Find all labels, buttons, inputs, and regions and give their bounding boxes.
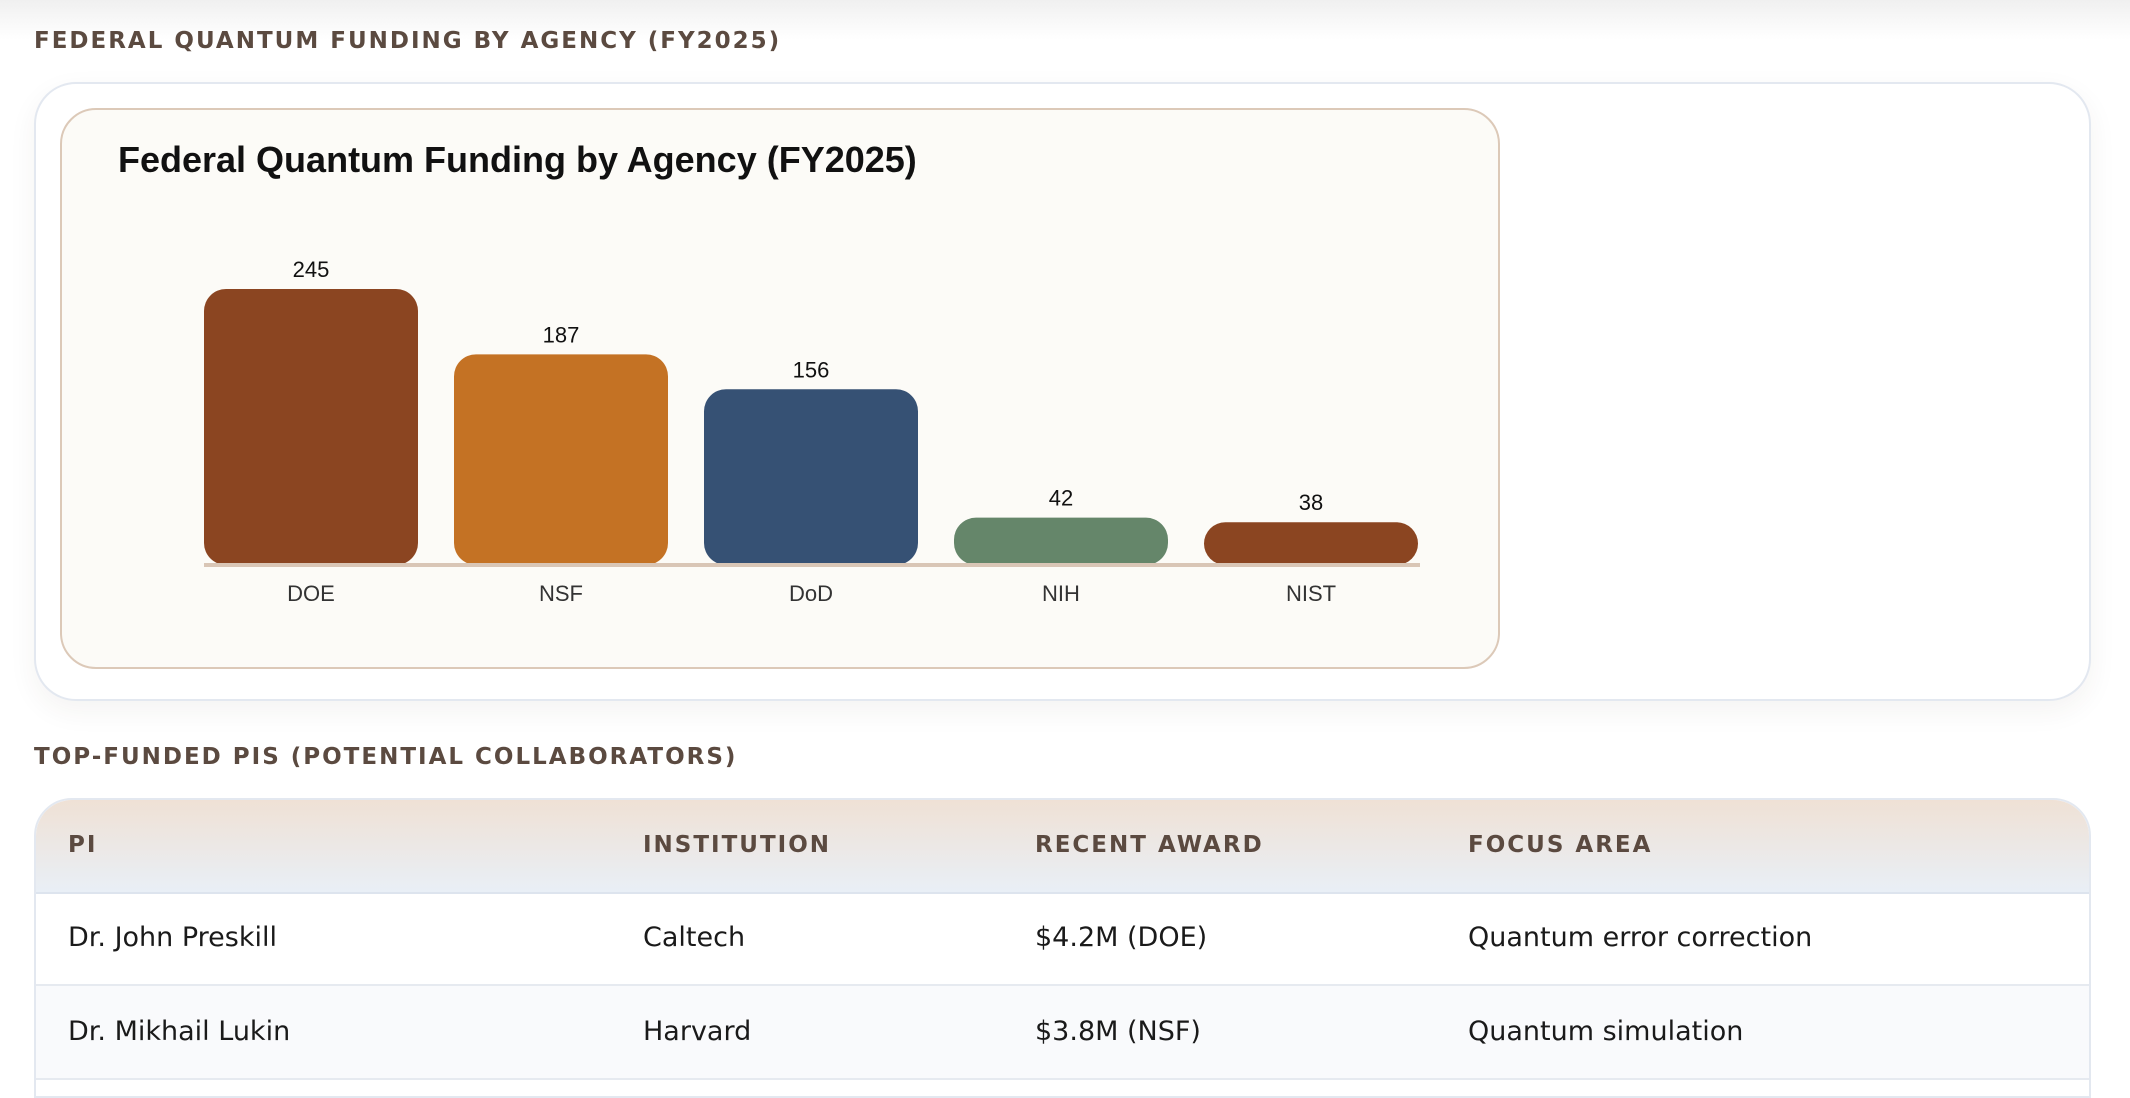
- bar-value-label: 187: [543, 322, 580, 347]
- x-tick-label: DoD: [789, 581, 833, 606]
- table-row: Dr. John Preskill Caltech $4.2M (DOE) Qu…: [36, 892, 2089, 986]
- cell-recent-award: $3.8M (NSF): [1035, 1016, 1201, 1047]
- cell-institution: Caltech: [643, 922, 746, 953]
- x-tick-label: DOE: [287, 581, 335, 606]
- header-pi: PI: [68, 832, 98, 858]
- bar-nsf: [454, 354, 668, 565]
- cell-focus-area: Quantum simulation: [1468, 1016, 1744, 1047]
- header-focus-area: FOCUS AREA: [1468, 832, 1653, 858]
- x-tick-label: NIH: [1042, 581, 1080, 606]
- bar-dod: [704, 389, 918, 565]
- table-row: Dr. Mikhail Lukin Harvard $3.8M (NSF) Qu…: [36, 986, 2089, 1080]
- cell-institution: Harvard: [643, 1016, 752, 1047]
- bar-nist: [1204, 522, 1418, 565]
- bar-chart: Federal Quantum Funding by Agency (FY202…: [118, 139, 1420, 606]
- table-header: PI INSTITUTION RECENT AWARD FOCUS AREA: [36, 800, 2089, 894]
- bar-value-label: 42: [1049, 486, 1073, 511]
- chart-card: Federal Quantum Funding by Agency (FY202…: [60, 108, 1500, 669]
- cell-pi: Dr. Mikhail Lukin: [68, 1016, 291, 1047]
- bar-value-label: 245: [293, 257, 330, 282]
- bar-nih: [954, 517, 1168, 565]
- cell-focus-area: Quantum error correction: [1468, 922, 1813, 953]
- top-shadow: [0, 0, 2130, 40]
- bar-value-label: 38: [1299, 490, 1323, 515]
- chart-title: Federal Quantum Funding by Agency (FY202…: [118, 139, 917, 180]
- cell-pi: Dr. John Preskill: [68, 922, 277, 953]
- x-tick-label: NIST: [1286, 581, 1336, 606]
- cell-recent-award: $4.2M (DOE): [1035, 922, 1208, 953]
- bar-doe: [204, 289, 418, 565]
- header-institution: INSTITUTION: [643, 832, 832, 858]
- funding-section-title: FEDERAL QUANTUM FUNDING BY AGENCY (FY202…: [34, 28, 782, 54]
- header-recent-award: RECENT AWARD: [1035, 832, 1264, 858]
- pis-table: PI INSTITUTION RECENT AWARD FOCUS AREA D…: [34, 798, 2091, 1098]
- bar-value-label: 156: [793, 357, 830, 382]
- pis-section-title: TOP-FUNDED PIS (POTENTIAL COLLABORATORS): [34, 744, 738, 770]
- x-tick-label: NSF: [539, 581, 583, 606]
